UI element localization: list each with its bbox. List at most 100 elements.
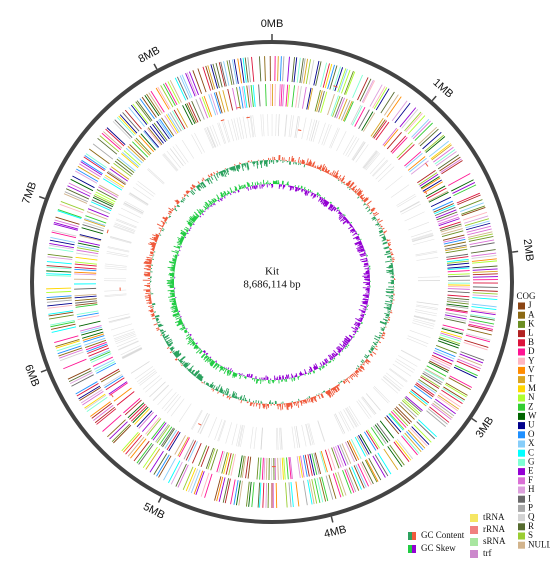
cog-label: R: [528, 521, 534, 531]
cds-stripe: [466, 333, 491, 341]
cds-stripe: [447, 288, 470, 290]
rna-stripe: [149, 381, 166, 398]
cds-stripe: [412, 120, 431, 140]
rna-stripe: [295, 425, 301, 448]
cds-stripe: [457, 358, 481, 370]
cds-stripe: [124, 399, 142, 416]
cds-stripe: [302, 480, 308, 506]
cds-stripe: [319, 477, 327, 502]
cds-stripe: [277, 56, 279, 82]
rna-stripe: [317, 420, 325, 442]
cds-stripe: [440, 223, 462, 231]
cds-stripe: [309, 453, 315, 476]
cds-stripe: [233, 480, 239, 505]
rna-stripe: [413, 238, 435, 246]
cds-stripe: [259, 457, 262, 480]
cds-stripe: [441, 160, 463, 175]
cds-stripe: [173, 109, 186, 130]
cds-stripe: [230, 479, 236, 505]
cds-stripe: [438, 218, 460, 227]
cds-stripe: [307, 88, 314, 110]
cds-stripe: [149, 450, 164, 473]
cds-stripe: [145, 448, 161, 470]
cds-stripe: [59, 203, 84, 214]
cds-stripe: [446, 305, 469, 309]
cds-stripe: [168, 460, 181, 484]
rna-stripe: [246, 115, 251, 138]
rna-stripe: [124, 200, 145, 212]
rna-stripe: [110, 323, 133, 331]
cds-stripe: [207, 448, 216, 470]
cds-stripe: [91, 199, 113, 210]
rrna-mark: [110, 393, 114, 398]
cog-swatch: [518, 385, 525, 393]
cds-stripe: [86, 396, 108, 412]
cds-stripe: [226, 60, 233, 86]
cds-stripe: [279, 457, 282, 480]
cds-stripe: [56, 342, 81, 352]
cds-stripe: [472, 289, 498, 292]
rna-stripe: [106, 251, 129, 256]
cds-stripe: [334, 96, 343, 118]
cds-stripe: [228, 453, 234, 476]
cds-stripe: [171, 110, 184, 131]
cds-stripe: [47, 304, 73, 309]
cds-stripe: [434, 204, 455, 215]
cds-stripe: [282, 56, 285, 82]
cds-stripe: [121, 153, 139, 169]
cds-stripe: [296, 456, 301, 479]
cds-stripe: [55, 340, 80, 349]
cds-stripe: [236, 480, 241, 506]
cds-stripe: [193, 470, 204, 495]
rna-stripe: [200, 413, 210, 435]
cog-swatch: [518, 523, 525, 531]
rna-stripe: [104, 267, 127, 271]
cds-stripe: [438, 338, 460, 346]
cds-stripe: [436, 211, 458, 221]
cds-stripe: [88, 148, 110, 165]
cds-stripe: [339, 444, 349, 465]
cds-stripe: [49, 242, 75, 249]
cds-stripe: [376, 423, 391, 442]
rna-stripe: [362, 150, 377, 168]
rna-stripe: [107, 247, 130, 253]
cds-stripe: [75, 256, 98, 261]
cds-stripe: [418, 419, 437, 438]
cds-stripe: [85, 215, 107, 224]
cds-stripe: [122, 151, 140, 168]
cds-stripe: [104, 176, 124, 189]
cds-stripe: [79, 387, 102, 401]
cds-stripe: [239, 86, 244, 109]
cds-stripe: [446, 256, 469, 260]
cog-swatch: [518, 366, 525, 374]
rna-stripe: [280, 427, 283, 450]
cds-stripe: [210, 449, 218, 471]
rna-stripe: [290, 115, 294, 138]
cds-stripe: [405, 395, 423, 411]
rna-stripe: [308, 423, 315, 445]
cds-stripe: [246, 85, 250, 108]
cds-stripe: [314, 478, 321, 503]
cds-stripe: [441, 228, 463, 235]
rna-stripe: [362, 396, 377, 414]
cds-stripe: [185, 440, 197, 461]
cds-stripe: [394, 407, 411, 425]
cds-stripe: [346, 440, 358, 462]
cds-stripe: [68, 182, 92, 195]
cds-stripe: [307, 454, 313, 476]
cds-stripe: [444, 244, 467, 250]
gc-content-low: [149, 159, 395, 405]
cds-stripe: [440, 225, 462, 233]
cds-stripe: [83, 335, 105, 343]
cds-stripe: [434, 206, 456, 217]
cds-stripe: [283, 457, 286, 480]
cds-stripe: [337, 471, 347, 496]
cds-stripe: [258, 84, 261, 107]
cds-stripe: [467, 231, 493, 238]
cds-stripe: [322, 63, 330, 88]
cds-stripe: [76, 383, 99, 397]
cds-stripe: [445, 308, 468, 313]
cds-stripe: [422, 179, 442, 192]
rna-stripe: [129, 192, 149, 206]
rna-stripe: [153, 385, 170, 402]
